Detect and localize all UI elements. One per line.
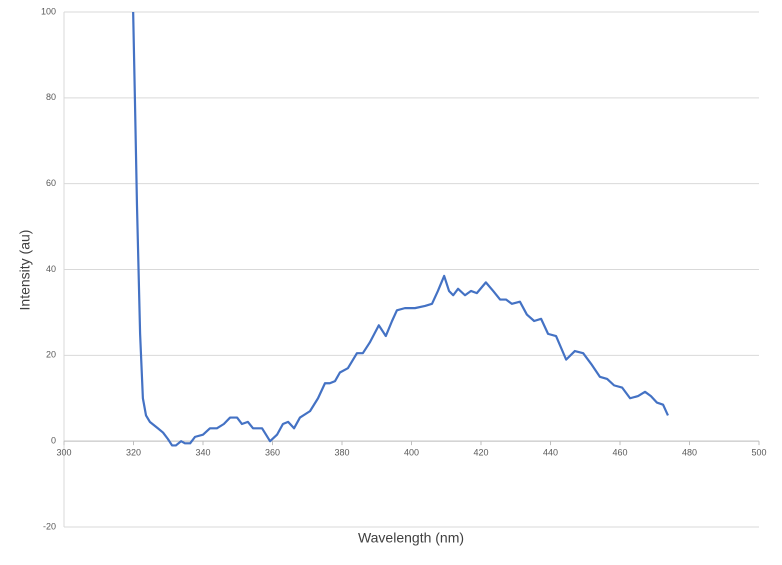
y-tick-label: 40 — [46, 264, 56, 274]
y-tick-label: 80 — [46, 92, 56, 102]
x-tick-label: 340 — [195, 448, 210, 458]
y-tick-label: 0 — [51, 436, 56, 446]
x-tick-label: 360 — [265, 448, 280, 458]
x-tick-label: 440 — [543, 448, 558, 458]
x-tick-label: 420 — [473, 448, 488, 458]
y-tick-label: 20 — [46, 350, 56, 360]
y-axis-title: Intensity (au) — [17, 230, 33, 311]
x-tick-label: 500 — [751, 448, 766, 458]
x-tick-label: 380 — [334, 448, 349, 458]
x-axis-title: Wavelength (nm) — [358, 530, 464, 546]
data-line — [132, 12, 669, 447]
x-tick-label: 480 — [682, 448, 697, 458]
y-tick-label: -20 — [43, 521, 56, 531]
y-tick-label: 60 — [46, 178, 56, 188]
x-tick-label: 320 — [126, 448, 141, 458]
x-tick-label: 400 — [404, 448, 419, 458]
x-tick-label: 300 — [56, 448, 71, 458]
y-tick-label: 100 — [41, 6, 56, 16]
x-tick-label: 460 — [612, 448, 627, 458]
